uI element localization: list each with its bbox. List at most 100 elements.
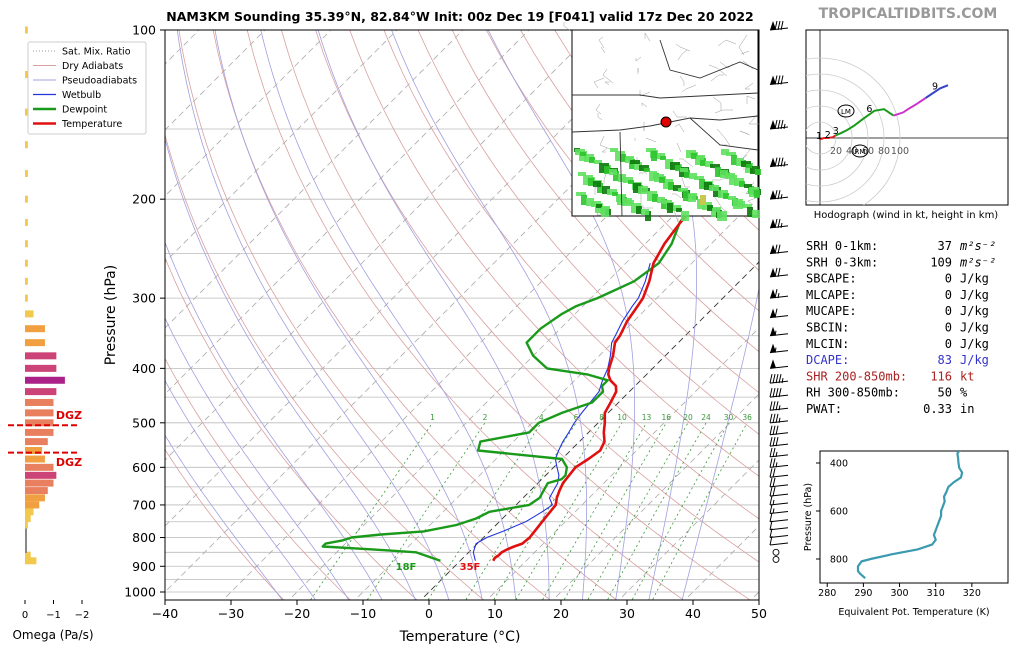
mixing-ratio-label: 24	[701, 413, 711, 422]
omega-tick-label: 0	[22, 610, 28, 621]
index-value: 0	[945, 337, 952, 351]
omega-bar	[25, 399, 54, 406]
theta-e-y-tick-label: 600	[830, 507, 848, 518]
mixing-ratio-line	[514, 423, 623, 604]
precip-cell	[651, 151, 657, 161]
omega-bar	[25, 522, 28, 529]
wind-barb	[770, 478, 788, 487]
index-value: 0	[945, 272, 952, 286]
surface-temperature-label: 35F	[460, 562, 481, 573]
index-unit: m²s⁻²	[959, 255, 996, 269]
mixing-ratio-label: 4	[539, 413, 544, 422]
theta-e-x-tick-label: 320	[963, 588, 981, 599]
precip-cell	[680, 168, 688, 172]
theta-e-x-tick-label: 290	[854, 588, 872, 599]
mixing-ratio-line	[651, 423, 748, 604]
barb-staff	[770, 543, 788, 545]
mixing-ratio-line	[491, 423, 601, 604]
pseudoadiabat	[177, 30, 450, 604]
skewt-ylabel: Pressure (hPa)	[103, 265, 119, 365]
barb-full	[770, 448, 772, 457]
calm-circle	[773, 556, 779, 562]
omega-bar	[25, 515, 31, 522]
mixing-ratio-label: 20	[683, 413, 693, 422]
watermark: TROPICALTIDBITS.COM	[819, 6, 998, 22]
x-tick-label: 50	[751, 606, 767, 621]
dgz-label-lower: DGZ	[56, 456, 82, 469]
omega-bar	[25, 240, 28, 247]
omega-tick-label: −1	[46, 610, 61, 621]
calm-circle	[773, 549, 779, 555]
omega-bar	[25, 325, 45, 332]
wind-barb	[770, 359, 788, 368]
theta-e-ylabel: Pressure (hPa)	[803, 483, 814, 551]
omega-bar	[25, 141, 28, 148]
barb-staff	[770, 520, 788, 522]
omega-bar	[25, 352, 56, 359]
omega-bar	[25, 528, 27, 535]
surface-dewpoint-label: 18F	[396, 562, 417, 573]
precip-cell	[601, 207, 609, 217]
mixing-ratio-label: 13	[642, 413, 652, 422]
precip-cell	[593, 181, 601, 187]
index-unit: m²s⁻²	[959, 239, 996, 253]
omega-bar	[25, 501, 39, 508]
precip-cell	[609, 169, 617, 175]
y-tick-label: 400	[132, 361, 156, 376]
wind-barb	[770, 309, 788, 318]
index-label: SBCAPE:	[806, 272, 857, 286]
wind-barb	[770, 487, 788, 496]
index-label: SRH 0-3km:	[806, 255, 878, 269]
barb-full	[770, 374, 772, 383]
omega-xlabel: Omega (Pa/s)	[12, 628, 93, 642]
omega-bar	[25, 429, 54, 436]
omega-bar	[25, 295, 28, 302]
omega-bar	[25, 487, 48, 494]
wind-barb	[770, 327, 788, 336]
precip-cell	[754, 190, 760, 198]
hodograph-height-label: 3	[833, 126, 839, 137]
mixing-ratio-label: 16	[662, 413, 672, 422]
precip-cell	[681, 211, 689, 221]
omega-bar	[25, 339, 45, 346]
omega-bar	[25, 278, 28, 285]
index-value: 0	[945, 321, 952, 335]
y-tick-label: 200	[132, 192, 156, 207]
barb-full	[770, 401, 772, 410]
index-value: 116	[930, 369, 952, 383]
mixing-ratio-label: 36	[742, 413, 752, 422]
wind-barb	[770, 513, 788, 522]
x-tick-label: 40	[685, 606, 701, 621]
precip-cell	[659, 177, 665, 183]
wind-barb	[770, 401, 788, 410]
precip-cell	[630, 160, 640, 164]
precip-cell	[580, 152, 586, 156]
theta-e-x-tick-label: 310	[927, 588, 945, 599]
barb-full	[773, 478, 775, 487]
index-value: 37	[938, 239, 952, 253]
omega-bar	[25, 494, 45, 501]
index-value: 83	[938, 353, 952, 367]
theta-e-x-tick-label: 300	[890, 588, 908, 599]
wind-barb	[770, 219, 788, 228]
index-label: RH 300-850mb:	[806, 386, 900, 400]
index-row: RH 300-850mb:50%	[806, 386, 968, 400]
hodograph-ring-label: 20	[830, 146, 842, 157]
pseudoadiabat	[146, 30, 418, 604]
precip-cell	[733, 199, 743, 209]
barb-full	[775, 268, 777, 277]
index-label: MLCAPE:	[806, 288, 857, 302]
index-unit: kt	[960, 369, 974, 383]
omega-bar	[25, 438, 48, 445]
omega-bar	[25, 480, 54, 487]
precip-cell	[641, 209, 649, 215]
theta-e-xlabel: Equivalent Pot. Temperature (K)	[838, 607, 989, 618]
wind-barb	[770, 344, 788, 353]
mixing-ratio-label: 2	[483, 413, 488, 422]
index-unit: J/kg	[960, 288, 989, 302]
